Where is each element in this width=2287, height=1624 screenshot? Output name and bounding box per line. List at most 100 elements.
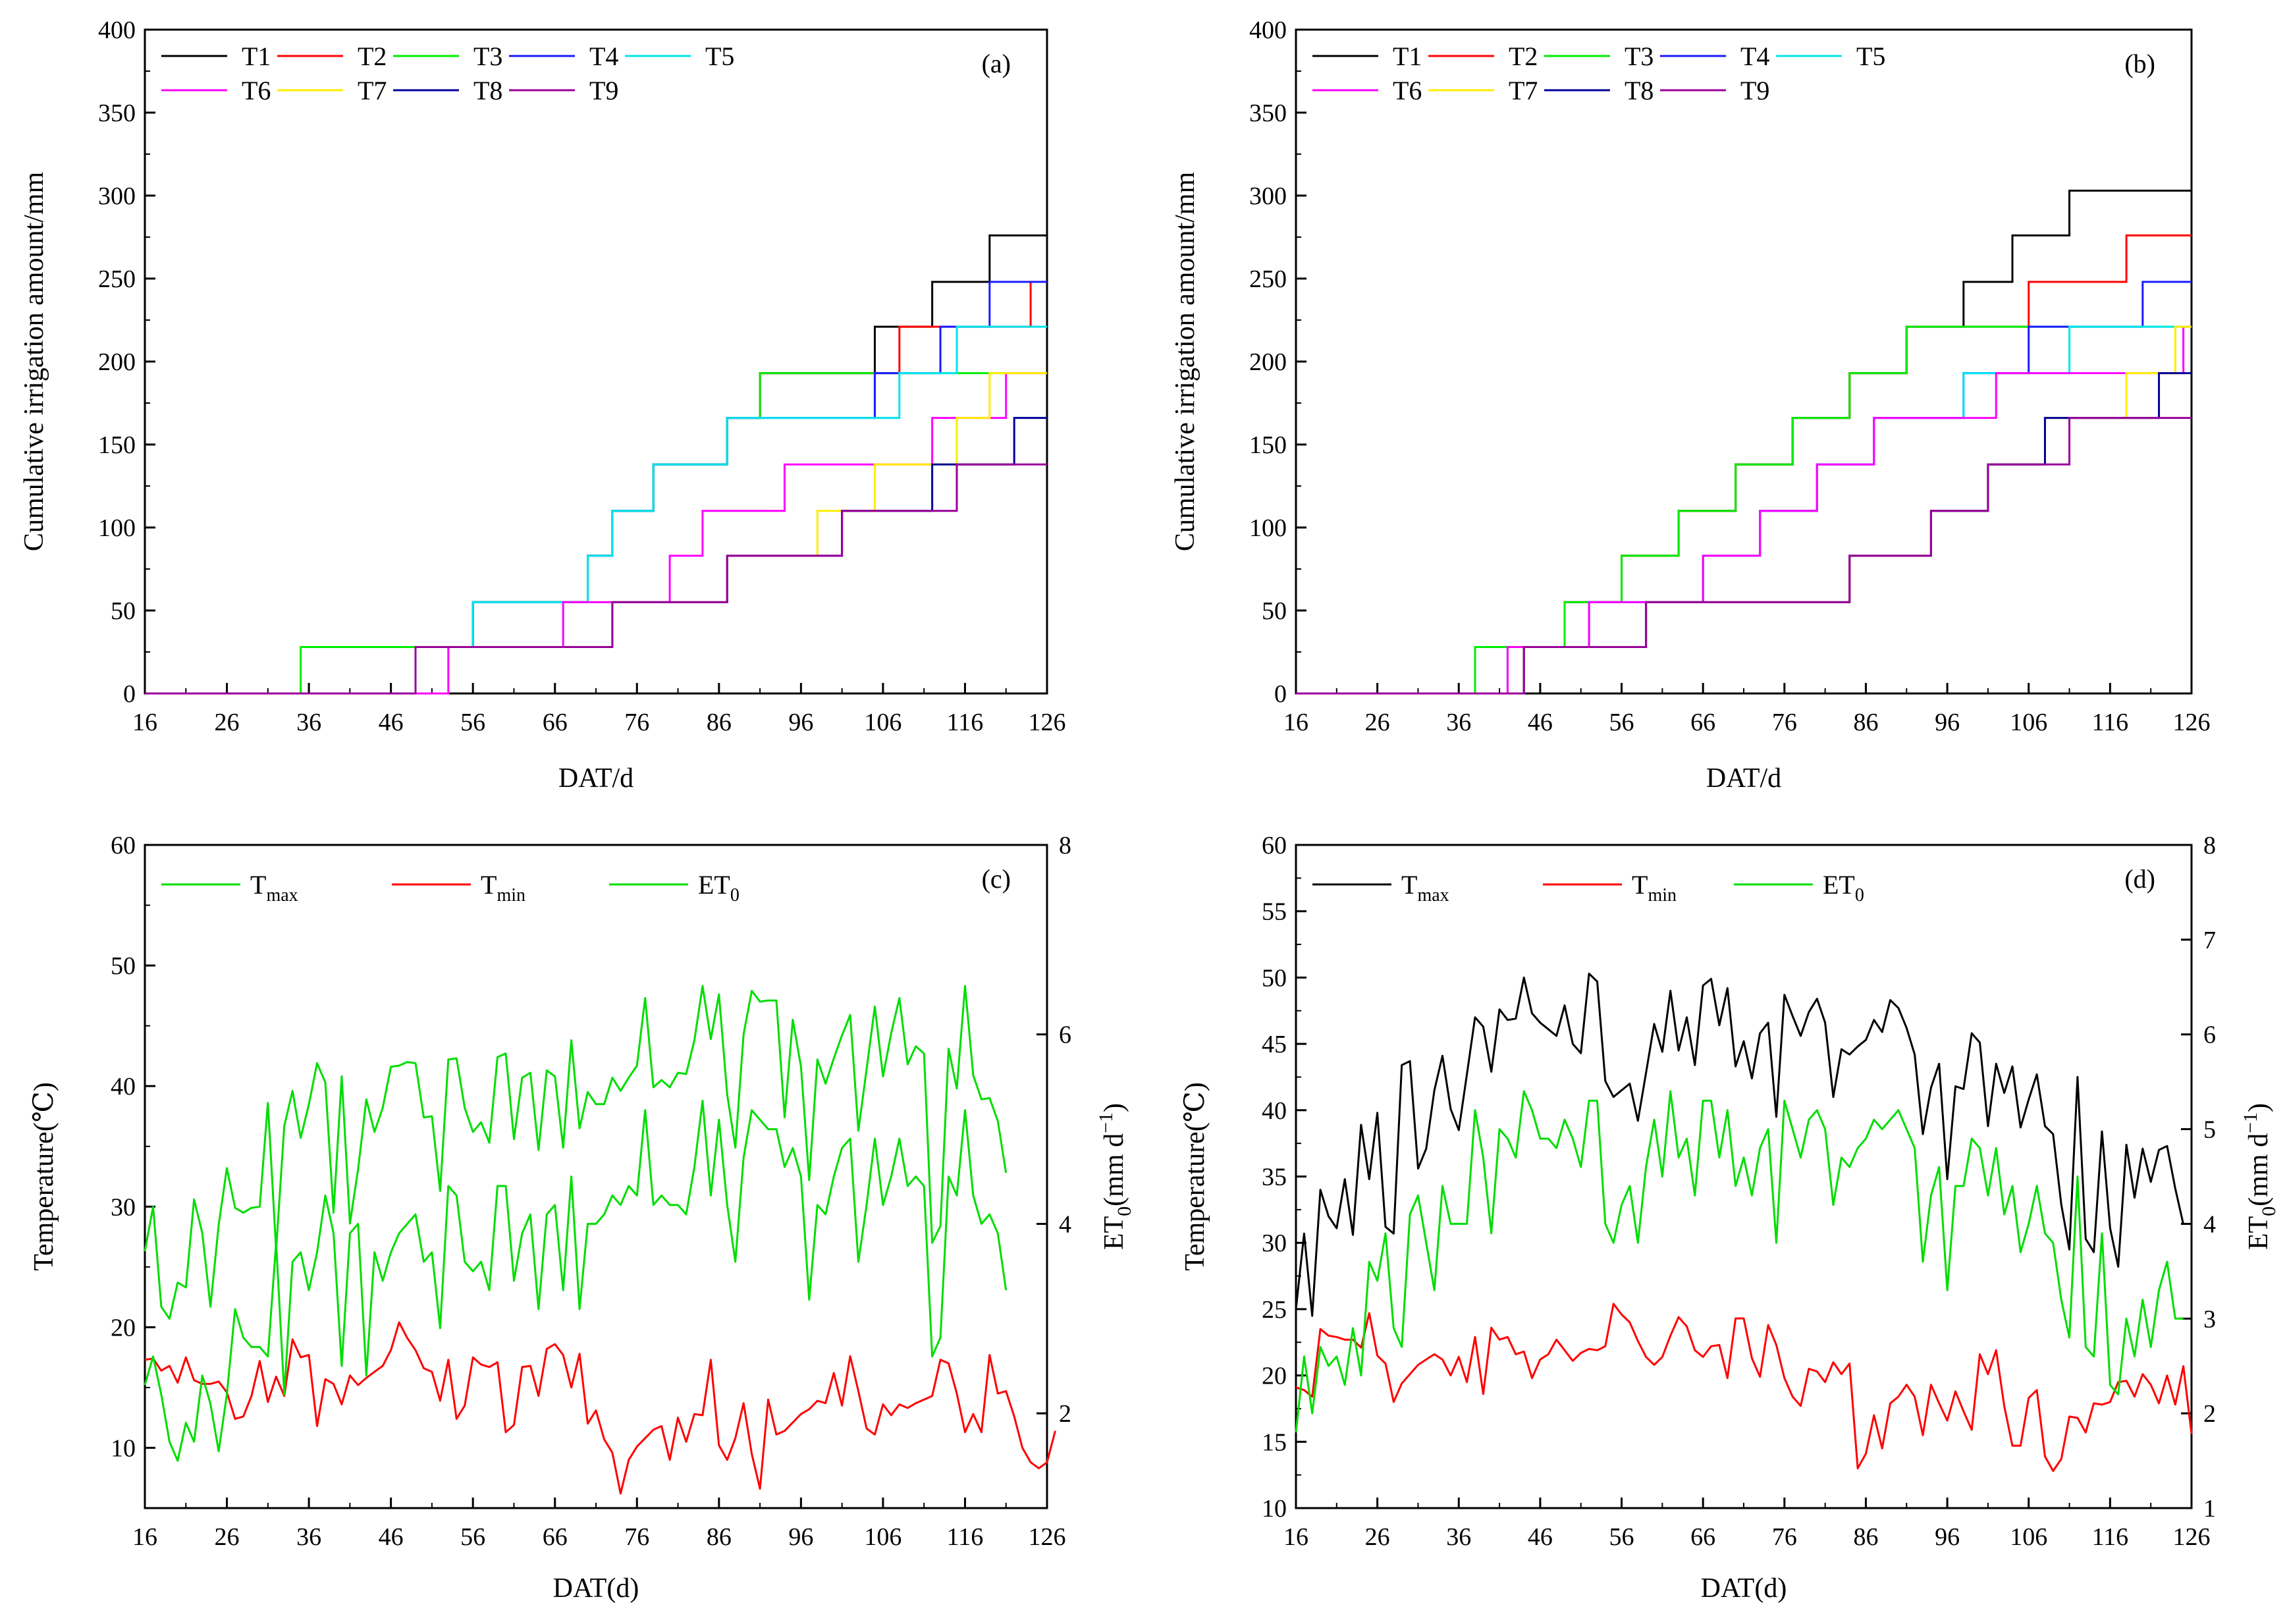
- y-tick-label: 20: [111, 1314, 136, 1341]
- right-y-tick-label: 6: [1059, 1021, 1071, 1049]
- x-tick-label: 26: [1365, 709, 1390, 736]
- right-y-tick-label: 6: [2203, 1021, 2216, 1049]
- x-tick-label: 116: [2092, 1523, 2129, 1551]
- x-tick-label: 16: [132, 1523, 157, 1551]
- panel-label: (c): [982, 864, 1011, 894]
- y-tick-label: 40: [1262, 1097, 1287, 1125]
- panel-b-cumulative-irrigation-chart: 16 26 36 46 56 66 76 86 96 106 116 126 0 50 100 150 200 2…: [1170, 16, 2211, 794]
- x-tick-label: 96: [1935, 709, 1960, 736]
- x-tick-label: 116: [2092, 709, 2129, 736]
- legend-label-t3: T3: [473, 41, 502, 71]
- x-tick-label: 86: [1853, 709, 1878, 736]
- x-tick-label: 36: [1446, 1523, 1471, 1551]
- y-tick-label: 400: [98, 16, 136, 44]
- right-y-axis-title: ET0(mm d−1): [2240, 1103, 2280, 1250]
- y-tick-label: 10: [111, 1434, 136, 1462]
- x-tick-label: 26: [215, 1523, 240, 1551]
- legend-label-t1: T1: [1393, 41, 1422, 71]
- series-line-t5: [145, 325, 1047, 695]
- x-tick-label: 36: [1446, 709, 1471, 736]
- legend-label-t1: T1: [242, 41, 271, 71]
- y-tick-label: 0: [1274, 680, 1287, 708]
- y-tick-label: 30: [111, 1193, 136, 1221]
- legend-label-t3: T3: [1625, 41, 1654, 71]
- series-line-t9: [145, 463, 1047, 695]
- legend-label-t5: T5: [1856, 41, 1885, 71]
- y-axis-title: Temperature(℃): [1180, 1082, 1210, 1271]
- legend-label-et0: ET0: [1823, 870, 1864, 906]
- x-axis-title: DAT/d: [1706, 763, 1781, 794]
- x-tick-label: 86: [707, 709, 732, 736]
- legend-label-t4: T4: [1740, 41, 1769, 71]
- panel-c-temperature-et0-chart: 16 26 36 46 56 66 76 86 96 106 116 1261020304050602…: [29, 832, 1135, 1604]
- y-tick-label: 20: [1262, 1363, 1287, 1390]
- x-tick-label: 66: [543, 1523, 568, 1551]
- y-tick-label: 250: [98, 265, 136, 293]
- legend-label-t2: T2: [1509, 41, 1538, 71]
- legend-label-t8: T8: [1625, 76, 1654, 105]
- x-axis-title: DAT/d: [558, 763, 633, 794]
- x-tick-label: 126: [1029, 709, 1066, 736]
- x-tick-label: 126: [1029, 1523, 1066, 1551]
- y-tick-label: 50: [111, 952, 136, 980]
- x-tick-label: 16: [1283, 709, 1308, 736]
- legend-label-tmin: Tmin: [481, 870, 525, 906]
- x-tick-label: 106: [864, 1523, 901, 1551]
- x-tick-label: 86: [707, 1523, 732, 1551]
- series-line-tmax: [144, 985, 1008, 1320]
- x-tick-label: 56: [1609, 709, 1634, 736]
- y-tick-label: 25: [1262, 1296, 1287, 1324]
- legend-label-t2: T2: [358, 41, 387, 71]
- legend-label-t9: T9: [589, 76, 618, 105]
- x-tick-label: 96: [788, 709, 813, 736]
- y-axis-title: Temperature(℃): [29, 1082, 59, 1271]
- legend-label-et0: ET0: [698, 870, 740, 906]
- y-tick-label: 30: [1262, 1230, 1287, 1257]
- x-tick-label: 46: [1528, 709, 1553, 736]
- x-tick-label: 26: [215, 709, 240, 736]
- x-tick-label: 106: [864, 709, 901, 736]
- y-tick-label: 150: [98, 431, 136, 459]
- right-y-tick-label: 2: [1059, 1400, 1071, 1428]
- y-tick-label: 15: [1262, 1428, 1287, 1456]
- right-y-tick-label: 4: [1059, 1210, 1071, 1238]
- x-tick-label: 126: [2173, 709, 2211, 736]
- x-tick-label: 56: [460, 709, 485, 736]
- y-tick-label: 300: [1249, 182, 1287, 210]
- panel-label: (b): [2124, 49, 2155, 78]
- y-tick-label: 35: [1262, 1164, 1287, 1191]
- series-line-tmin: [1295, 1303, 2193, 1473]
- right-y-tick-label: 1: [2203, 1495, 2216, 1523]
- x-axis-title: DAT(d): [1701, 1573, 1787, 1604]
- y-tick-label: 350: [98, 99, 136, 127]
- x-tick-label: 46: [1528, 1523, 1553, 1551]
- legend-label-t5: T5: [705, 41, 734, 71]
- right-y-tick-label: 8: [1059, 832, 1071, 859]
- legend-label-t9: T9: [1740, 76, 1769, 105]
- x-tick-label: 76: [624, 1523, 649, 1551]
- right-y-tick-label: 4: [2203, 1210, 2216, 1238]
- x-tick-label: 106: [2010, 709, 2047, 736]
- y-tick-label: 200: [98, 348, 136, 376]
- x-tick-label: 26: [1365, 1523, 1390, 1551]
- legend-label-tmax: Tmax: [1401, 870, 1449, 906]
- y-tick-label: 0: [123, 680, 136, 708]
- right-y-axis-title: ET0(mm d−1): [1095, 1103, 1135, 1250]
- legend-label-tmax: Tmax: [250, 870, 298, 906]
- x-tick-label: 126: [2173, 1523, 2211, 1551]
- x-tick-label: 46: [379, 709, 404, 736]
- legend-label-t6: T6: [242, 76, 271, 105]
- x-tick-label: 96: [1935, 1523, 1960, 1551]
- y-tick-label: 55: [1262, 898, 1287, 926]
- x-tick-label: 86: [1853, 1523, 1878, 1551]
- y-axis-title: Cumulative irrigation amount/mm: [19, 172, 49, 552]
- legend-label-tmin: Tmin: [1632, 870, 1677, 906]
- x-tick-label: 16: [1283, 1523, 1308, 1551]
- y-tick-label: 50: [1262, 597, 1287, 625]
- x-tick-label: 76: [624, 709, 649, 736]
- y-tick-label: 300: [98, 182, 136, 210]
- series-line-t9: [1296, 417, 2192, 695]
- y-tick-label: 200: [1249, 348, 1287, 376]
- x-tick-label: 36: [296, 709, 321, 736]
